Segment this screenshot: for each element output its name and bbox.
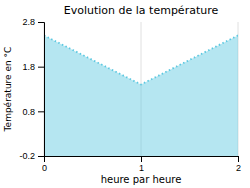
tick: 0 [42, 156, 47, 173]
tick-mark [38, 67, 44, 68]
tick-label: 2.8 [22, 17, 35, 27]
y-axis: -0.2 0.8 1.8 2.8 [19, 17, 44, 161]
tick-mark [38, 22, 44, 23]
tick-label: -0.2 [19, 151, 35, 161]
area [44, 35, 238, 156]
grid [44, 22, 238, 156]
tick: -0.2 [19, 151, 44, 161]
line [44, 35, 238, 84]
tick: 2.8 [22, 17, 44, 27]
tick-mark [38, 156, 44, 157]
y-axis-title: Température en °C [3, 47, 13, 133]
tick-label: 0.8 [22, 107, 35, 117]
tick-label: 0 [42, 163, 47, 173]
tick: 1 [139, 156, 144, 173]
tick-mark [238, 156, 239, 162]
x-axis-title: heure par heure [101, 174, 182, 185]
tick-mark [141, 156, 142, 162]
x-axis: 0 1 2 [42, 156, 241, 173]
tick-mark [38, 111, 44, 112]
axis-line [45, 157, 239, 163]
title: Evolution de la température [64, 4, 219, 17]
tick: 2 [236, 156, 241, 173]
marks [44, 35, 238, 156]
chart: 0 1 2 -0.2 0.8 1.8 2.8 Evolution de la températ… [0, 0, 250, 188]
axis-line [38, 23, 45, 157]
tick-label: 2 [236, 163, 241, 173]
tick: 0.8 [22, 107, 44, 117]
tick-label: 1 [139, 163, 144, 173]
tick-label: 1.8 [22, 62, 35, 72]
plot: 0 1 2 -0.2 0.8 1.8 2.8 [19, 17, 241, 173]
tick: 1.8 [22, 62, 44, 72]
